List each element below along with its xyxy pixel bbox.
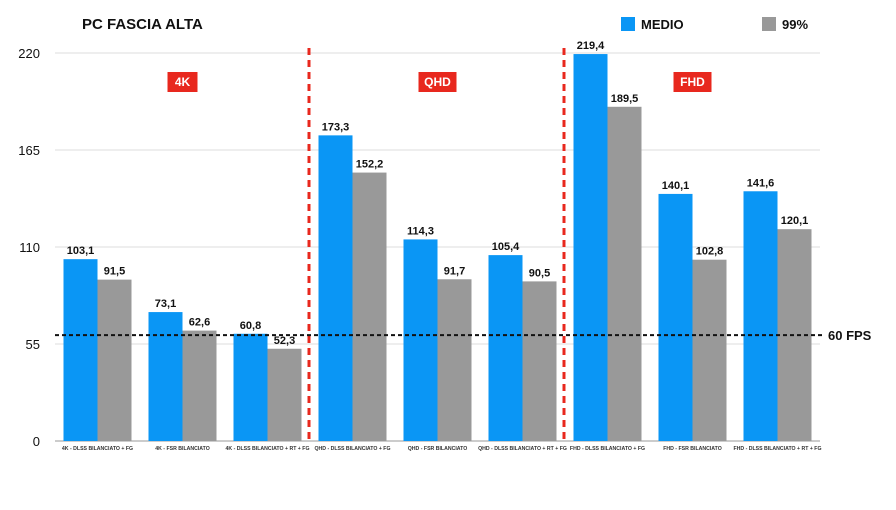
data-label: 140,1 bbox=[662, 180, 690, 192]
bar-medio bbox=[743, 191, 778, 441]
section-badge bbox=[673, 72, 712, 92]
section-badge bbox=[418, 72, 457, 92]
bar-99 bbox=[182, 330, 217, 441]
x-tick-label: QHD - DLSS BILANCIATO + FG bbox=[314, 446, 390, 452]
data-label: 114,3 bbox=[407, 225, 434, 237]
data-label: 73,1 bbox=[155, 298, 176, 310]
x-tick-label: 4K - DLSS BILANCIATO + FG bbox=[62, 446, 133, 452]
x-tick-label: QHD - FSR BILANCIATO bbox=[408, 446, 467, 452]
data-label: 120,1 bbox=[781, 215, 809, 227]
bar-medio bbox=[488, 255, 523, 441]
x-tick-label: 4K - FSR BILANCIATO bbox=[155, 446, 210, 452]
y-tick-label: 165 bbox=[18, 143, 40, 158]
chart-title: PC FASCIA ALTA bbox=[82, 16, 203, 33]
y-tick-label: 110 bbox=[19, 240, 40, 255]
bar-99 bbox=[352, 172, 387, 442]
section-label: FHD bbox=[680, 75, 705, 89]
bar-medio bbox=[148, 312, 183, 441]
bar-99 bbox=[692, 259, 727, 441]
data-label: 219,4 bbox=[577, 40, 605, 52]
y-tick-label: 55 bbox=[26, 337, 40, 352]
bar-medio bbox=[658, 193, 693, 441]
x-tick-label: FHD - DLSS BILANCIATO + FG bbox=[570, 446, 645, 452]
bar-medio bbox=[318, 135, 353, 441]
bar-medio bbox=[63, 259, 98, 441]
section-label: QHD bbox=[424, 75, 451, 89]
data-label: 152,2 bbox=[356, 159, 384, 171]
legend-label: MEDIO bbox=[641, 17, 684, 32]
bar-99 bbox=[607, 106, 642, 442]
x-tick-label: QHD - DLSS BILANCIATO + RT + FG bbox=[478, 446, 567, 452]
data-label: 189,5 bbox=[611, 93, 639, 105]
data-label: 103,1 bbox=[67, 245, 95, 257]
reference-line-label: 60 FPS bbox=[828, 328, 872, 343]
bar-medio bbox=[403, 239, 438, 441]
bar-99 bbox=[522, 281, 557, 441]
legend-swatch bbox=[762, 17, 776, 31]
data-label: 102,8 bbox=[696, 246, 724, 258]
data-label: 173,3 bbox=[322, 121, 350, 133]
data-label: 62,6 bbox=[189, 317, 210, 329]
bar-medio bbox=[573, 54, 608, 442]
data-label: 90,5 bbox=[529, 267, 550, 279]
bar-99 bbox=[267, 348, 302, 441]
data-label: 141,6 bbox=[747, 177, 775, 189]
y-tick-label: 220 bbox=[18, 46, 40, 61]
bar-99 bbox=[97, 279, 132, 441]
data-label: 105,4 bbox=[492, 241, 520, 253]
x-tick-label: FHD - DLSS BILANCIATO + RT + FG bbox=[734, 446, 822, 452]
bar-medio bbox=[233, 333, 268, 441]
legend-label: 99% bbox=[782, 17, 808, 32]
data-label: 91,5 bbox=[104, 266, 125, 278]
legend-swatch bbox=[621, 17, 635, 31]
bar-99 bbox=[437, 279, 472, 441]
data-label: 52,3 bbox=[274, 335, 295, 347]
data-label: 91,7 bbox=[444, 265, 465, 277]
section-badge bbox=[167, 72, 198, 92]
x-tick-label: 4K - DLSS BILANCIATO + RT + FG bbox=[226, 446, 310, 452]
data-label: 60,8 bbox=[240, 320, 261, 332]
x-tick-label: FHD - FSR BILANCIATO bbox=[663, 446, 722, 452]
y-tick-label: 0 bbox=[33, 434, 40, 449]
section-label: 4K bbox=[175, 75, 191, 89]
